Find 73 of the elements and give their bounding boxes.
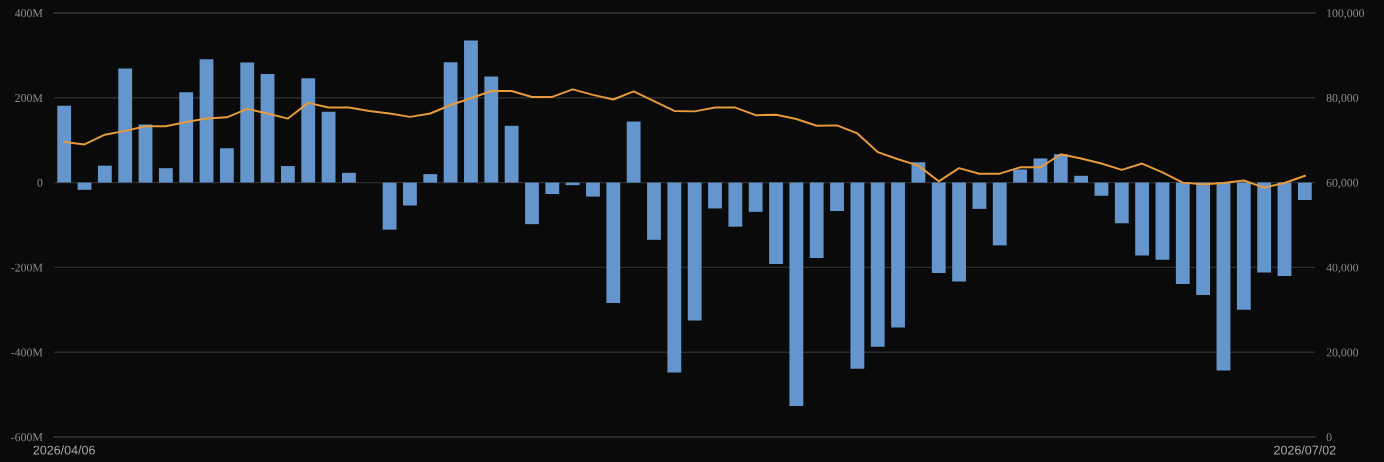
y2-tick-label: 60,000 — [1326, 178, 1359, 189]
bar — [891, 182, 905, 328]
bar — [1135, 182, 1150, 256]
y2-tick-label: 40,000 — [1326, 263, 1359, 274]
y2-tick-label: 0 — [1326, 433, 1332, 442]
bar — [403, 182, 417, 206]
y-tick-label: 200M — [15, 94, 43, 103]
x-tick-label: 2026/04/06 — [33, 445, 95, 455]
bar — [1175, 182, 1190, 284]
bar — [97, 165, 112, 183]
bar — [992, 182, 1007, 246]
bar — [1297, 182, 1312, 200]
y2-tick-label: 20,000 — [1326, 348, 1359, 359]
bar — [647, 182, 661, 240]
bar — [525, 182, 539, 225]
x-tick-label: 2026/07/02 — [1274, 445, 1336, 455]
bar — [931, 182, 946, 273]
bar — [158, 168, 173, 183]
bar — [972, 182, 987, 209]
bar — [708, 182, 722, 209]
bar — [484, 76, 499, 183]
bar — [1196, 182, 1211, 295]
bar — [1074, 175, 1089, 183]
bar — [1094, 182, 1109, 196]
bar — [545, 182, 560, 195]
bar — [240, 62, 255, 183]
bar — [1053, 154, 1068, 183]
bar — [179, 92, 194, 183]
bar — [219, 148, 234, 183]
bar — [687, 182, 702, 321]
bar — [199, 59, 214, 183]
bar — [382, 182, 397, 230]
y-tick-label: 0 — [37, 178, 43, 187]
bar — [1277, 182, 1292, 276]
bar — [504, 125, 519, 183]
bar — [443, 62, 458, 183]
bar — [1013, 169, 1027, 183]
bar — [57, 105, 72, 183]
bar — [586, 182, 600, 197]
bar — [850, 182, 865, 369]
bar — [626, 121, 641, 183]
bar — [77, 182, 92, 190]
bar — [769, 182, 783, 265]
y2-tick-label: 100,000 — [1327, 9, 1365, 19]
bar — [464, 40, 478, 183]
bar — [870, 182, 885, 347]
bar — [118, 68, 133, 183]
y-tick-label: -400M — [11, 348, 43, 357]
bar — [280, 166, 295, 183]
bar — [809, 182, 824, 259]
bar — [321, 111, 336, 183]
y-tick-label: 400M — [14, 9, 43, 18]
bar — [301, 78, 316, 183]
bar — [260, 74, 275, 183]
bar — [342, 172, 356, 183]
y2-tick-label: 80,000 — [1326, 94, 1359, 104]
bar — [606, 182, 621, 304]
bar — [423, 174, 438, 183]
bar — [1155, 182, 1170, 260]
bar — [1216, 182, 1231, 371]
bar — [1236, 182, 1251, 310]
bar — [1114, 182, 1129, 224]
bar — [748, 182, 763, 212]
line-series — [63, 88, 1306, 189]
bar — [830, 182, 844, 212]
bar — [1257, 182, 1272, 273]
y-tick-label: -600M — [11, 433, 43, 442]
bar — [789, 182, 804, 407]
bar — [952, 182, 966, 282]
bar — [667, 182, 682, 373]
bar — [728, 182, 743, 227]
bar — [138, 124, 153, 183]
y-tick-label: -200M — [11, 263, 43, 272]
